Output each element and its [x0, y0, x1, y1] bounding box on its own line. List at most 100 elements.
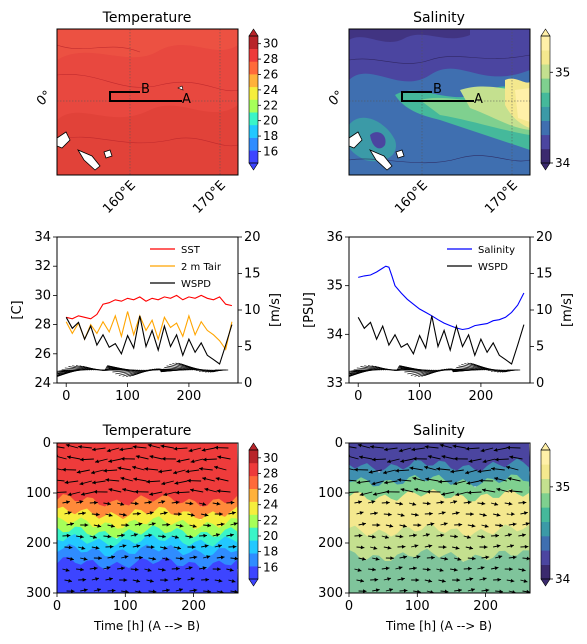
sec-temperature-vector-head	[162, 534, 166, 539]
sec-temperature-vector-head	[152, 556, 157, 561]
map-temperature-colorbar-segment	[249, 99, 258, 113]
sec-salinity-vector-head	[395, 468, 399, 473]
sec-salinity-vector-head	[402, 524, 407, 528]
sec-temperature-vector-head	[178, 512, 182, 517]
sec-salinity-vector-head	[455, 492, 460, 497]
sec-temperature-vector-head	[220, 555, 225, 560]
sec-temperature-vector-head	[218, 578, 223, 583]
sec-temperature-vector-head	[163, 511, 168, 516]
sec-temperature-vector-head	[214, 445, 219, 450]
sec-salinity-vector-head	[440, 500, 445, 505]
ts-salinity-ytick-right-label: 10	[536, 303, 553, 318]
sec-temperature-vector-head	[137, 511, 141, 516]
sec-salinity-vector-head	[357, 443, 362, 448]
map-salinity-colorbar-frame	[540, 35, 551, 164]
sec-temperature-field	[57, 443, 238, 593]
sec-salinity-vector-head	[510, 544, 514, 548]
sec-temperature-vector-head	[217, 455, 222, 460]
sec-salinity-vector-head	[358, 533, 363, 538]
sec-salinity-vector-head	[468, 459, 473, 463]
sec-temperature-vector-head	[132, 445, 137, 449]
sec-temperature-vector-head	[70, 557, 74, 561]
map-temperature-colorbar-frame	[248, 35, 259, 164]
ts-temperature-wind-vector	[175, 362, 196, 371]
sec-temperature-vector-head	[135, 454, 140, 459]
sec-salinity-colorbar-segment	[541, 450, 550, 465]
sec-temperature-band	[57, 556, 238, 593]
ts-salinity-wind-vector	[464, 363, 486, 371]
sec-salinity-vector-head	[384, 480, 388, 485]
sec-temperature-vector-head	[216, 501, 221, 506]
sec-temperature-vector-head	[190, 513, 195, 517]
sec-temperature-band	[57, 494, 238, 519]
map-temperature-colorbar-segment	[249, 86, 258, 100]
sec-salinity-colorbar: 34 35	[540, 442, 570, 587]
ts-temperature-ytick-right-label: 10	[244, 303, 261, 318]
ts-salinity-ytick-right-label: 5	[536, 340, 544, 355]
sec-temperature-vector-head	[91, 447, 96, 452]
sec-temperature-vector-head	[174, 481, 179, 485]
sec-temperature-vector-head	[138, 590, 142, 593]
sec-temperature-vector-head	[111, 555, 115, 560]
ts-salinity-wind-vector	[456, 367, 480, 371]
ts-temperature-wind-vector	[164, 367, 188, 371]
sec-temperature-vector-head	[67, 492, 72, 497]
sec-temperature-vector-head	[132, 465, 136, 470]
sec-salinity-vector-head	[450, 469, 455, 474]
sec-temperature-vector-head	[149, 492, 154, 496]
sec-temperature-vector-head	[166, 522, 171, 527]
sec-temperature-vector-head	[220, 590, 224, 593]
sec-salinity-vector-head	[452, 444, 457, 449]
sec-salinity-vector-head	[521, 568, 526, 572]
sec-salinity-vector-head	[480, 448, 485, 453]
ts-temperature-wind-vector	[129, 369, 146, 377]
ts-salinity-wind-vectors	[349, 362, 521, 377]
sec-salinity-vector-head	[414, 487, 419, 492]
sec-salinity-vector-head	[453, 567, 458, 572]
ts-temperature-ytick-left-label: 28	[34, 318, 51, 333]
sec-salinity-vector-head	[526, 556, 530, 561]
map-salinity-field	[349, 29, 530, 175]
sec-temperature-vector-head	[188, 566, 193, 570]
sec-temperature-vector-head	[108, 459, 113, 463]
sec-salinity-vector-head	[441, 511, 446, 515]
ts-salinity-wind-vector	[351, 369, 375, 373]
ts-salinity-ytick-left-label: 35	[326, 279, 343, 294]
sec-salinity-vector-head	[512, 522, 517, 527]
sec-salinity-vector-head	[371, 481, 376, 486]
sec-salinity-colorbar-segment	[541, 550, 550, 565]
sec-salinity-vector-head	[426, 501, 431, 506]
sec-salinity-vector-head	[362, 522, 366, 527]
sec-salinity-vector-head	[383, 447, 388, 452]
sec-temperature-vector-head	[149, 511, 154, 515]
sec-temperature-vector-head	[202, 502, 207, 506]
sec-salinity-vector-head	[362, 557, 366, 561]
sec-salinity-vector-head	[425, 477, 430, 482]
sec-salinity-vector-head	[470, 512, 474, 517]
sec-temperature-vector-head	[199, 466, 203, 471]
map-salinity-label-b: B	[433, 82, 442, 97]
sec-temperature-vector-head	[111, 588, 116, 593]
map-temperature-colorbar-segment	[249, 124, 258, 138]
ts-temperature-ytick-left-label: 32	[34, 259, 51, 274]
sec-salinity-vector-head	[372, 567, 376, 572]
map-temperature-section-line	[109, 91, 182, 102]
sec-temperature-vector-head	[173, 446, 178, 451]
sec-temperature-vector-head	[214, 465, 218, 470]
ts-salinity-wind-vector	[497, 369, 506, 373]
sec-temperature-xtick-label: 100	[113, 599, 138, 614]
sec-salinity-vector-head	[467, 500, 472, 505]
sec-temperature-vector-head	[165, 557, 170, 561]
sec-temperature-vector-head	[190, 459, 195, 464]
map-salinity-colorbar-tick-label: 34	[555, 156, 570, 170]
sec-salinity-colorbar-min-extend	[540, 578, 551, 587]
map-temperature-colorbar-tick-label: 24	[263, 83, 278, 97]
map-salinity-colorbar-tick-label: 35	[555, 65, 570, 79]
sec-salinity-vector-head	[424, 465, 428, 470]
sec-salinity-ytick-label: 0	[335, 436, 343, 451]
ts-temperature-ytick-right-label: 20	[244, 230, 261, 245]
sec-temperature-vector-head	[125, 589, 129, 593]
sec-temperature-ytick-label: 200	[26, 536, 51, 551]
sec-salinity-vector-head	[466, 481, 471, 485]
sec-temperature-vector-head	[178, 588, 183, 592]
